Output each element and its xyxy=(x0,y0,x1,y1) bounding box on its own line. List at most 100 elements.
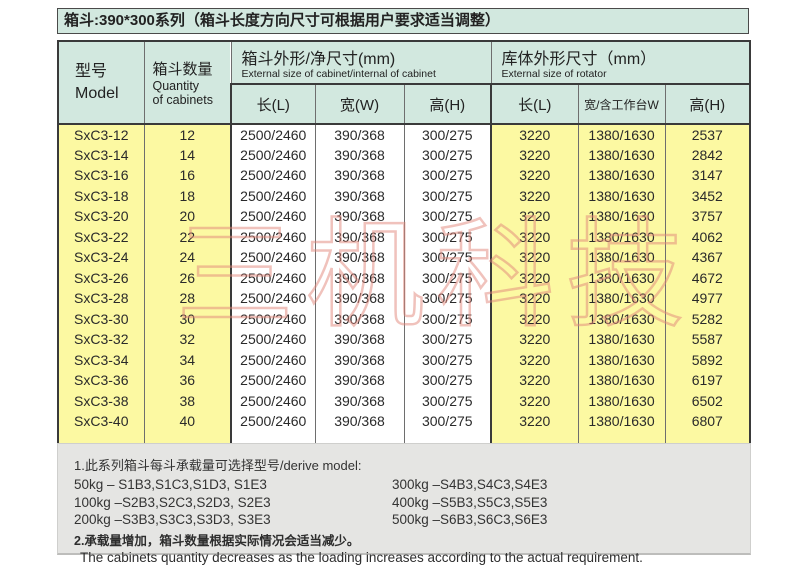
cell: 390/368 xyxy=(314,370,404,391)
table-row: SxC3-34 34 2500/2460 390/368 300/275 3220 1380… xyxy=(58,349,751,370)
cell: 300/275 xyxy=(403,144,492,165)
cell: 300/275 xyxy=(403,247,492,268)
table-row: SxC3-24 24 2500/2460 390/368 300/275 3220 1380… xyxy=(58,247,751,268)
cell: 30 xyxy=(143,308,231,329)
cell: SxC3-28 xyxy=(58,288,144,309)
cell: 390/368 xyxy=(314,267,404,288)
cell: 2500/2460 xyxy=(230,226,315,247)
cell: 300/275 xyxy=(403,206,492,227)
cell: 300/275 xyxy=(403,226,492,247)
cell: 2842 xyxy=(664,144,751,165)
cell: 300/275 xyxy=(403,411,492,432)
cell: 1380/1630 xyxy=(577,185,666,206)
page-title: 箱斗:390*300系列（箱斗长度方向尺寸可根据用户要求适当调整） xyxy=(57,8,749,34)
derive-model-item: 100kg –S2B3,S2C3,S2D3, S2E3 xyxy=(74,494,271,510)
cell: 390/368 xyxy=(314,411,404,432)
table-row: SxC3-40 40 2500/2460 390/368 300/275 3220 1380… xyxy=(58,411,751,432)
table-row: SxC3-30 30 2500/2460 390/368 300/275 3220 1380… xyxy=(58,308,751,329)
table-row: SxC3-32 32 2500/2460 390/368 300/275 3220 1380… xyxy=(58,329,751,350)
cell: SxC3-18 xyxy=(58,185,144,206)
derive-model-item: 50kg – S1B3,S1C3,S1D3, S1E3 xyxy=(74,477,267,492)
cell: 4672 xyxy=(664,267,751,288)
cell: 4977 xyxy=(664,288,751,309)
cell: 6197 xyxy=(664,370,751,391)
cell: 34 xyxy=(143,349,231,370)
cell: 5587 xyxy=(664,329,751,350)
cell: 2500/2460 xyxy=(230,124,315,145)
cell: 5282 xyxy=(664,308,751,329)
cell: 2500/2460 xyxy=(230,390,315,411)
cell: 20 xyxy=(143,206,231,227)
spec-table: 型号 Model 箱斗数量 Quantity of cabinets 箱斗外形/… xyxy=(57,40,752,454)
table-row: SxC3-14 14 2500/2460 390/368 300/275 3220 1380… xyxy=(58,144,751,165)
cell: 390/368 xyxy=(314,390,404,411)
cell: 3452 xyxy=(664,185,751,206)
header-cabinet-group: 箱斗外形/净尺寸(mm) External size of cabinet/in… xyxy=(230,41,492,85)
header-quantity-en1: Quantity xyxy=(152,79,200,93)
header-quantity-en2: of cabinets xyxy=(152,93,213,107)
cell: 1380/1630 xyxy=(577,308,666,329)
derive-model-item: 400kg –S5B3,S5C3,S5E3 xyxy=(392,494,548,510)
cell: 2500/2460 xyxy=(230,144,315,165)
cell: 1380/1630 xyxy=(577,329,666,350)
cell: SxC3-22 xyxy=(58,226,144,247)
header-quantity: 箱斗数量 Quantity of cabinets xyxy=(143,41,231,125)
cell: 2500/2460 xyxy=(230,247,315,268)
cell: 4367 xyxy=(664,247,751,268)
cell: 300/275 xyxy=(403,124,492,145)
cell: 2500/2460 xyxy=(230,349,315,370)
cell: 2500/2460 xyxy=(230,370,315,391)
cell: 1380/1630 xyxy=(577,165,666,186)
cell: 6807 xyxy=(664,411,751,432)
cell: 3220 xyxy=(490,226,579,247)
derive-model-item: 300kg –S4B3,S4C3,S4E3 xyxy=(392,477,548,492)
cell: 3220 xyxy=(490,349,579,370)
subheader-cab-length: 长(L) xyxy=(230,84,315,125)
header-cabinet-group-cn: 箱斗外形/净尺寸(mm) xyxy=(241,50,396,68)
cell: 1380/1630 xyxy=(577,124,666,145)
cell: 3220 xyxy=(490,144,579,165)
note-line1: 1.此系列箱斗每斗承载量可选择型号/derive model: xyxy=(74,458,362,473)
cell: SxC3-12 xyxy=(58,124,144,145)
subheader-cab-height: 高(H) xyxy=(403,84,492,125)
cell: 1380/1630 xyxy=(577,144,666,165)
cell: 3220 xyxy=(490,124,579,145)
cell: SxC3-14 xyxy=(58,144,144,165)
derive-model-list: 50kg – S1B3,S1C3,S1D3, S1E3 300kg –S4B3,… xyxy=(74,476,750,529)
cell: 3757 xyxy=(664,206,751,227)
cell: 2537 xyxy=(664,124,751,145)
derive-model-item: 200kg –S3B3,S3C3,S3D3, S3E3 xyxy=(74,512,271,528)
cell: 390/368 xyxy=(314,349,404,370)
cell: 24 xyxy=(143,247,231,268)
subheader-rot-length: 长(L) xyxy=(490,84,579,125)
table-row: SxC3-22 22 2500/2460 390/368 300/275 3220 1380… xyxy=(58,226,751,247)
cell: 26 xyxy=(143,267,231,288)
cell: 1380/1630 xyxy=(577,226,666,247)
header-cabinet-group-en: External size of cabinet/internal of cab… xyxy=(241,67,436,80)
cell: 300/275 xyxy=(403,165,492,186)
header-model: 型号 Model xyxy=(58,41,144,125)
cell: 390/368 xyxy=(314,308,404,329)
cell: SxC3-38 xyxy=(58,390,144,411)
note-line2-en: The cabinets quantity decreases as the l… xyxy=(80,549,643,565)
header-model-en: Model xyxy=(75,84,119,102)
cell: 6502 xyxy=(664,390,751,411)
subheader-rot-height: 高(H) xyxy=(664,84,751,125)
cell: 3147 xyxy=(664,165,751,186)
cell: SxC3-36 xyxy=(58,370,144,391)
cell: 3220 xyxy=(490,329,579,350)
cell: 390/368 xyxy=(314,144,404,165)
cell: 390/368 xyxy=(314,124,404,145)
cell: 300/275 xyxy=(403,288,492,309)
cell: 300/275 xyxy=(403,308,492,329)
cell: 32 xyxy=(143,329,231,350)
table-row: SxC3-16 16 2500/2460 390/368 300/275 3220 1380… xyxy=(58,165,751,186)
cell: 3220 xyxy=(490,390,579,411)
cell: SxC3-26 xyxy=(58,267,144,288)
table-row: SxC3-26 26 2500/2460 390/368 300/275 3220 1380… xyxy=(58,267,751,288)
cell: 1380/1630 xyxy=(577,370,666,391)
cell: 2500/2460 xyxy=(230,308,315,329)
cell: 300/275 xyxy=(403,370,492,391)
cell: 1380/1630 xyxy=(577,247,666,268)
